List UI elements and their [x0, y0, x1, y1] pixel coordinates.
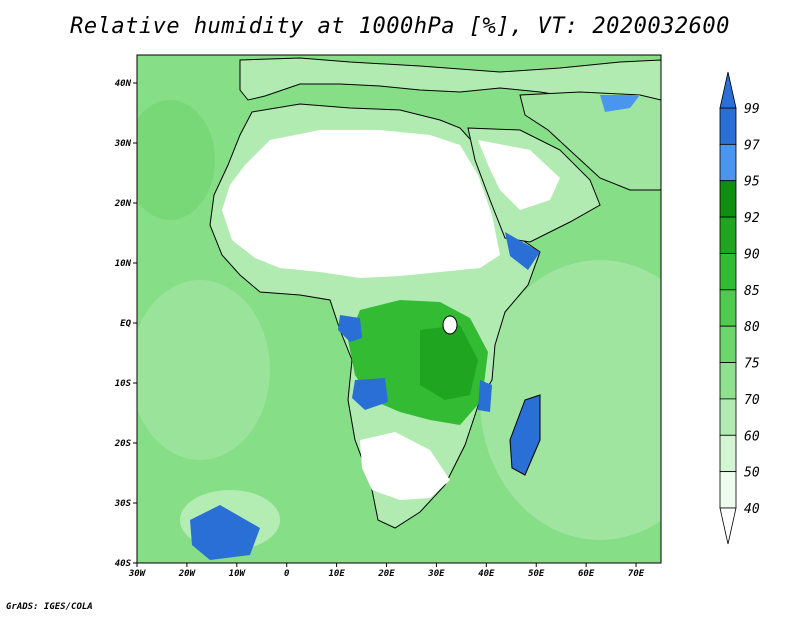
lon-tick-label: 30W: [128, 569, 147, 579]
colorbar-segment: [719, 289, 737, 327]
colorbar-label: 80: [744, 320, 760, 335]
colorbar-label: 50: [744, 466, 760, 481]
colorbar-label: 85: [744, 284, 760, 299]
chart-title: Relative humidity at 1000hPa [%], VT: 20…: [70, 14, 730, 39]
lake-victoria: [442, 315, 458, 335]
colorbar-label: 97: [744, 138, 760, 153]
colorbar-segment: [719, 216, 737, 254]
colorbar-segment: [719, 107, 737, 145]
lon-tick-label: 20W: [178, 569, 197, 579]
dry-zone-kalahari: [360, 432, 450, 500]
latitude-axis: 40N 30N 20N 10N EQ 10S 20S 30S 40S: [114, 79, 137, 569]
humidity-patch-south-atlantic: [137, 280, 270, 460]
colorbar-label: 40: [744, 502, 760, 517]
saturated-patch-caspian: [600, 95, 640, 112]
lon-tick-label: 0: [284, 569, 290, 579]
colorbar-top-arrow: [719, 71, 737, 109]
humidity-patch-indian-ocean: [480, 260, 661, 540]
lat-tick-label: 10N: [115, 259, 132, 269]
lat-tick-label: 30N: [114, 139, 132, 149]
lat-tick-label: 40S: [115, 559, 132, 569]
colorbar-label: 75: [744, 357, 760, 372]
lon-tick-label: 40E: [478, 569, 495, 579]
colorbar-label: 99: [744, 102, 760, 117]
dry-zone-sahara: [222, 130, 500, 278]
colorbar-label: 90: [744, 247, 760, 262]
colorbar-segment: [719, 143, 737, 182]
map-plot-area: [137, 55, 661, 563]
colorbar-segment: [719, 180, 737, 218]
lon-tick-label: 10W: [229, 569, 247, 579]
saturated-patch-east-africa: [478, 380, 492, 412]
dry-zone-arabia: [478, 140, 560, 210]
lon-tick-label: 20E: [377, 569, 395, 579]
map-frame: [136, 54, 662, 564]
land-madagascar: [509, 394, 541, 476]
colorbar-segment: [719, 471, 737, 509]
saturated-patch-south-atlantic: [190, 505, 260, 560]
colorbar-segment: [719, 434, 737, 473]
wet-zone-great-lakes: [420, 325, 478, 400]
lat-tick-label: 30S: [114, 499, 132, 509]
lon-tick-label: 70E: [628, 569, 645, 579]
colorbar-segment: [719, 362, 737, 400]
colorbar-bottom-arrow: [719, 507, 737, 545]
colorbar: 99 97 95 92 90 85 80 75 70 60 50 40: [719, 71, 760, 545]
lat-tick-label: 20N: [114, 199, 132, 209]
saturated-patch-horn-africa: [505, 232, 540, 270]
lon-tick-label: 60E: [578, 569, 595, 579]
saturated-patch-angola: [352, 378, 388, 410]
longitude-axis: 30W 20W 10W 0 10E 20E 30E 40E 50E 60E 70E: [128, 563, 645, 579]
saturated-patch-gulf-guinea: [338, 315, 362, 342]
colorbar-label: 95: [744, 175, 760, 190]
lat-tick-label: EQ: [120, 319, 131, 329]
lat-tick-label: 40N: [115, 79, 132, 89]
colorbar-segment: [719, 253, 737, 291]
lon-tick-label: 10E: [328, 569, 345, 579]
lat-tick-label: 20S: [114, 439, 132, 449]
humidity-patch-north-atlantic: [137, 100, 215, 220]
lon-tick-label: 30E: [427, 569, 445, 579]
colorbar-label: 70: [744, 393, 760, 408]
colorbar-label: 92: [744, 211, 760, 226]
colorbar-segment: [719, 398, 737, 436]
colorbar-label: 60: [744, 429, 760, 444]
grads-credit: GrADS: IGES/COLA: [6, 602, 93, 612]
lon-tick-label: 50E: [528, 569, 545, 579]
lat-tick-label: 10S: [115, 379, 132, 389]
land-middle-east: [519, 91, 661, 191]
colorbar-segment: [719, 325, 737, 363]
